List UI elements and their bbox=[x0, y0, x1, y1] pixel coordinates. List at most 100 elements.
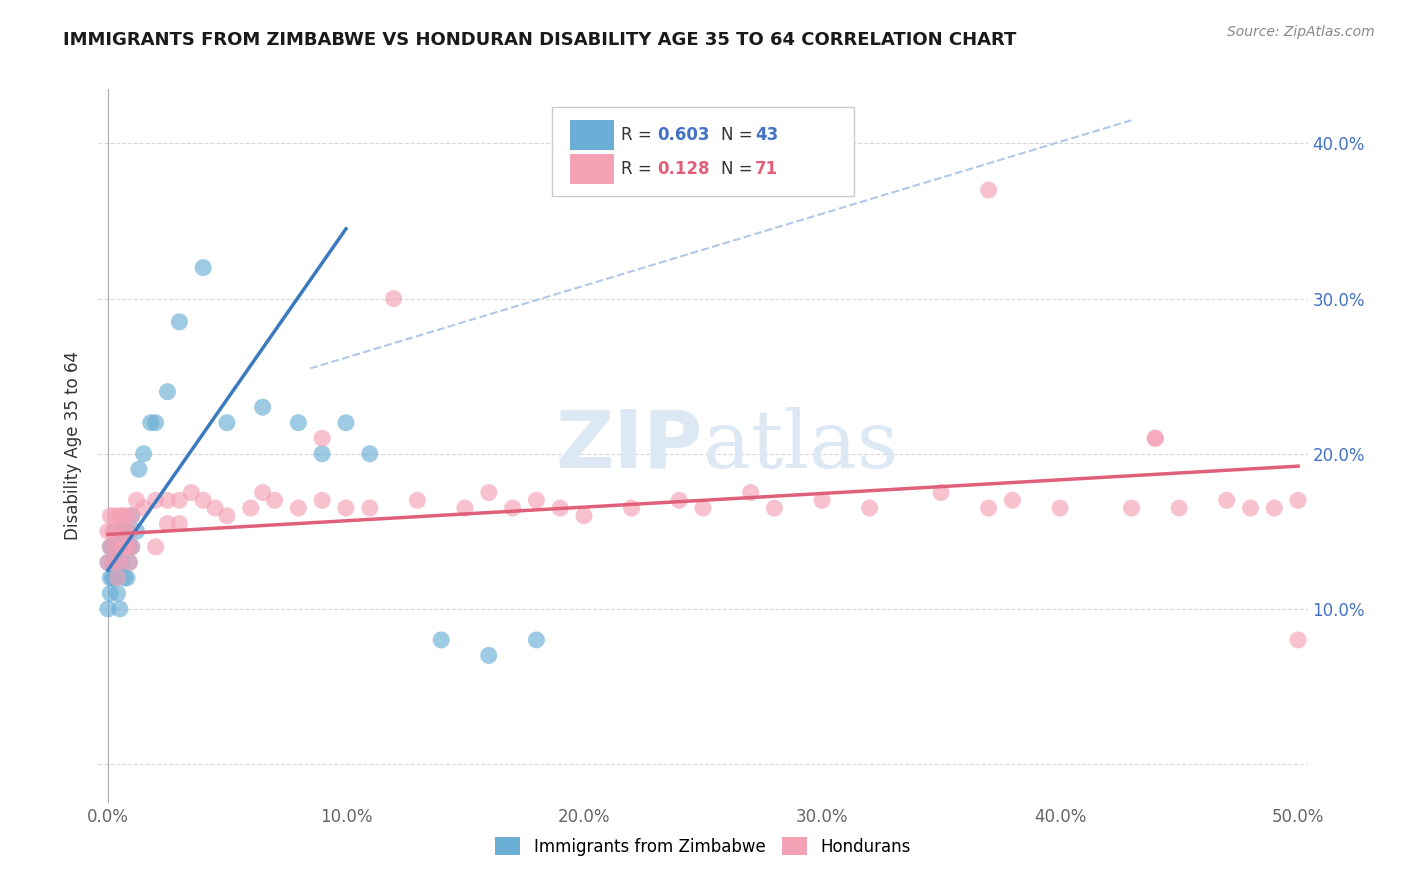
Point bbox=[406, 493, 429, 508]
Point bbox=[118, 555, 141, 569]
Point bbox=[1215, 493, 1237, 508]
Point bbox=[98, 508, 121, 523]
Point bbox=[108, 555, 131, 569]
Point bbox=[145, 416, 167, 430]
Point bbox=[104, 540, 127, 554]
Point bbox=[125, 524, 148, 539]
Point bbox=[114, 571, 136, 585]
Point bbox=[1168, 501, 1191, 516]
Point bbox=[97, 524, 120, 539]
Point bbox=[107, 524, 129, 539]
Point bbox=[1263, 501, 1285, 516]
Point bbox=[215, 508, 238, 523]
Point bbox=[115, 524, 138, 539]
Y-axis label: Disability Age 35 to 64: Disability Age 35 to 64 bbox=[65, 351, 83, 541]
Point bbox=[572, 508, 595, 523]
Point bbox=[263, 493, 285, 508]
Text: N =: N = bbox=[721, 126, 758, 144]
Point bbox=[111, 540, 134, 554]
Text: IMMIGRANTS FROM ZIMBABWE VS HONDURAN DISABILITY AGE 35 TO 64 CORRELATION CHART: IMMIGRANTS FROM ZIMBABWE VS HONDURAN DIS… bbox=[63, 31, 1017, 49]
Point bbox=[180, 485, 202, 500]
Point bbox=[1144, 431, 1167, 445]
Point bbox=[108, 555, 131, 569]
Point bbox=[287, 501, 309, 516]
Point bbox=[252, 485, 274, 500]
Point bbox=[311, 493, 333, 508]
Point bbox=[115, 540, 138, 554]
Point bbox=[811, 493, 834, 508]
Point bbox=[111, 524, 134, 539]
Point bbox=[740, 485, 762, 500]
Point bbox=[104, 508, 127, 523]
Point bbox=[359, 447, 381, 461]
Point bbox=[121, 540, 143, 554]
Text: ZIP: ZIP bbox=[555, 407, 703, 485]
Point bbox=[668, 493, 690, 508]
Point bbox=[101, 524, 124, 539]
Point bbox=[125, 493, 148, 508]
Point bbox=[98, 540, 121, 554]
Point bbox=[929, 485, 952, 500]
Point bbox=[118, 524, 141, 539]
Point bbox=[156, 384, 179, 399]
Point bbox=[252, 401, 274, 415]
Point bbox=[98, 540, 121, 554]
Text: 71: 71 bbox=[755, 161, 778, 178]
Point bbox=[114, 524, 136, 539]
Point bbox=[335, 501, 357, 516]
Point bbox=[104, 524, 127, 539]
Point bbox=[502, 501, 524, 516]
Point bbox=[121, 508, 143, 523]
FancyBboxPatch shape bbox=[569, 154, 613, 184]
Point bbox=[115, 508, 138, 523]
Point bbox=[101, 555, 124, 569]
Point bbox=[1049, 501, 1071, 516]
Point bbox=[335, 416, 357, 430]
Point bbox=[1286, 632, 1309, 647]
Point bbox=[98, 586, 121, 600]
Point bbox=[524, 632, 547, 647]
Point bbox=[118, 540, 141, 554]
Point bbox=[204, 501, 226, 516]
Point bbox=[1001, 493, 1024, 508]
Point bbox=[311, 431, 333, 445]
Point bbox=[191, 260, 214, 275]
Point bbox=[430, 632, 453, 647]
Point bbox=[548, 501, 571, 516]
Point bbox=[977, 501, 1000, 516]
Point bbox=[97, 555, 120, 569]
Point bbox=[114, 540, 136, 554]
Point bbox=[311, 447, 333, 461]
Point bbox=[111, 555, 134, 569]
Point bbox=[118, 555, 141, 569]
Point bbox=[169, 315, 191, 329]
Text: N =: N = bbox=[721, 161, 758, 178]
Point bbox=[121, 540, 143, 554]
Point bbox=[145, 540, 167, 554]
Point bbox=[132, 501, 155, 516]
Point bbox=[97, 602, 120, 616]
Point bbox=[108, 508, 131, 523]
Point bbox=[139, 416, 162, 430]
Point bbox=[1144, 431, 1167, 445]
Text: atlas: atlas bbox=[703, 407, 898, 485]
Point bbox=[108, 540, 131, 554]
Point bbox=[108, 602, 131, 616]
Point bbox=[191, 493, 214, 508]
Point bbox=[169, 493, 191, 508]
Point bbox=[111, 508, 134, 523]
Point bbox=[101, 571, 124, 585]
Point bbox=[101, 540, 124, 554]
Point bbox=[454, 501, 477, 516]
Point bbox=[107, 571, 129, 585]
Point bbox=[101, 555, 124, 569]
Point bbox=[359, 501, 381, 516]
Point bbox=[859, 501, 882, 516]
Text: 0.603: 0.603 bbox=[657, 126, 710, 144]
Point bbox=[239, 501, 262, 516]
Point bbox=[115, 571, 138, 585]
Point bbox=[169, 516, 191, 531]
Text: R =: R = bbox=[621, 126, 657, 144]
Point bbox=[478, 648, 501, 663]
Point bbox=[382, 292, 405, 306]
